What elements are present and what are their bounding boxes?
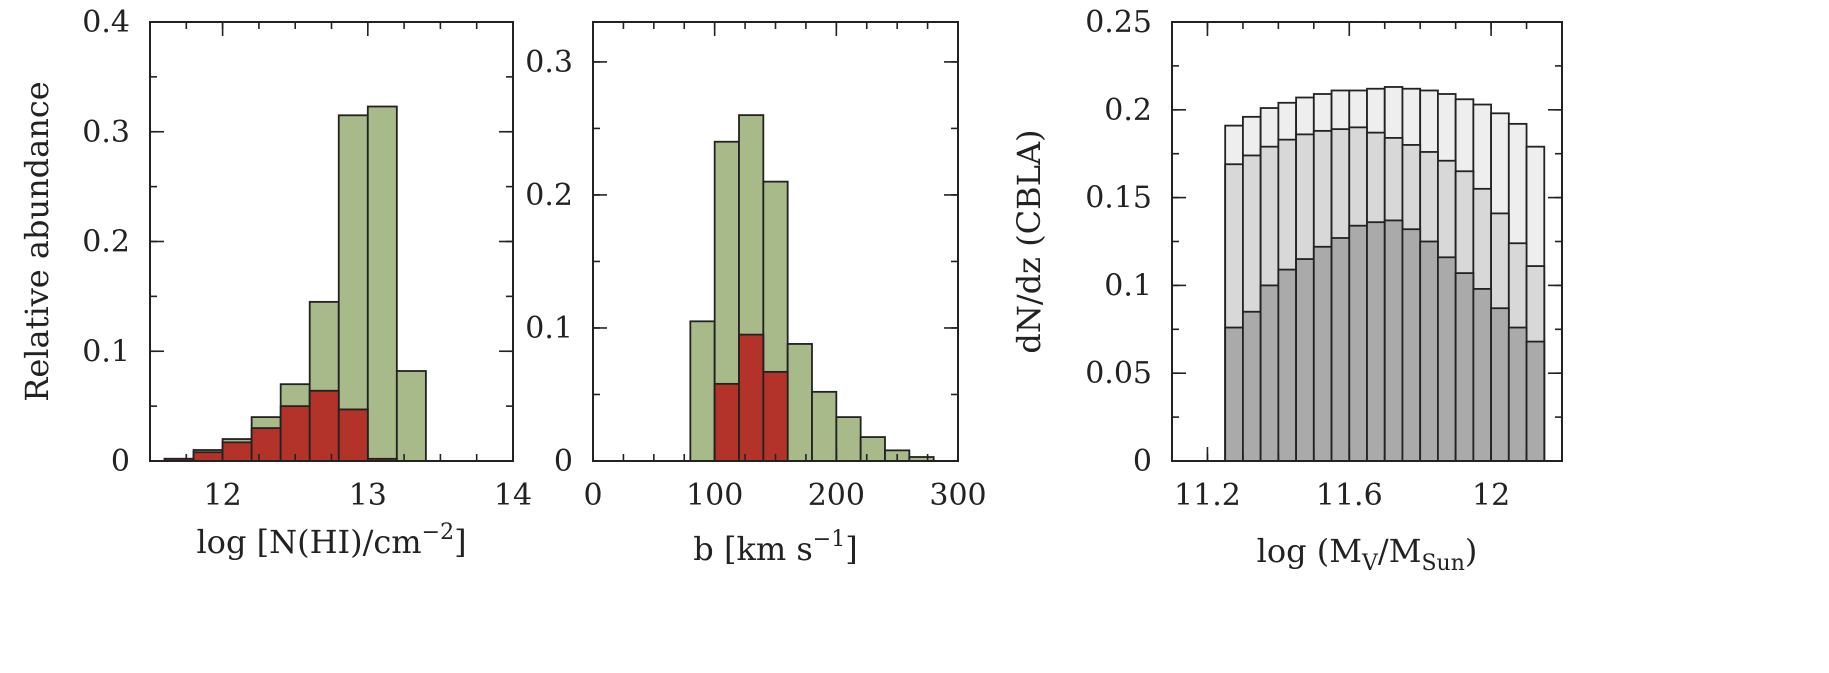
bar-s2-b13 — [1454, 272, 1475, 462]
x-tick-label: 11.2 — [1174, 478, 1241, 513]
y-tick-label: 0.2 — [525, 178, 573, 213]
bar-s2-b5 — [1312, 245, 1333, 462]
y-tick-label: 0.1 — [525, 311, 573, 346]
x-axis-label: log [N(HI)/cm−2] — [196, 520, 466, 561]
bar-s0-b0 — [689, 320, 716, 462]
bar-s0-b8 — [395, 370, 427, 462]
bar-s2-b14 — [1472, 288, 1492, 462]
bar-s2-b16 — [1507, 326, 1528, 462]
bar-s2-b9 — [1383, 219, 1404, 462]
x-tick-label: 14 — [494, 478, 532, 513]
bar-s2-b0 — [1224, 326, 1244, 462]
y-tick-label: 0.1 — [82, 334, 130, 369]
x-tick-label: 0 — [583, 478, 602, 513]
bar-s1-b1 — [192, 451, 224, 462]
y-tick-label: 0.2 — [82, 225, 130, 260]
y-tick-label: 0 — [554, 444, 573, 479]
x-tick-label: 11.6 — [1316, 478, 1383, 513]
bar-s1-b2 — [738, 333, 765, 462]
bar-s2-b12 — [1437, 256, 1457, 462]
x-axis-label: log (MV/MSun) — [1257, 532, 1478, 576]
y-tick-label: 0.15 — [1085, 181, 1152, 216]
bar-s1-b6 — [337, 408, 369, 462]
bar-s1-b3 — [250, 427, 282, 462]
bar-s0-b7 — [366, 105, 398, 462]
x-tick-label: 100 — [686, 478, 743, 513]
bar-s2-b10 — [1401, 228, 1422, 462]
y-tick-label: 0 — [111, 444, 130, 479]
bar-s2-b8 — [1366, 221, 1386, 462]
bar-s2-b11 — [1419, 240, 1439, 462]
bar-s2-b17 — [1525, 340, 1546, 462]
panel-column-density: 12 13 14 0 0.1 0.2 0.3 0.4 log [N(HI)/cm−2] Relat… — [18, 5, 532, 561]
panel-dndz-mass: 11.2 11.6 12 0 0.05 0.1 0.15 0.2 0.25 log (MV/MSu… — [1010, 5, 1563, 576]
bar-s2-b15 — [1490, 307, 1510, 462]
x-tick-label: 12 — [1472, 478, 1510, 513]
bar-s1-b3 — [762, 370, 789, 462]
x-tick-label: 12 — [204, 478, 242, 513]
bar-s1-b2 — [221, 441, 253, 462]
x-tick-label: 300 — [929, 478, 986, 513]
bar-s2-b7 — [1348, 224, 1368, 462]
bar-s0-b6 — [835, 416, 862, 462]
y-tick-label: 0.3 — [82, 115, 130, 150]
series-1 — [713, 333, 789, 462]
bar-s0-b4 — [786, 343, 813, 462]
y-tick-label: 0.2 — [1104, 93, 1152, 128]
y-tick-label: 0.25 — [1085, 5, 1152, 40]
bar-s2-b1 — [1242, 310, 1262, 462]
bar-s2-b4 — [1295, 258, 1315, 462]
bar-s1-b1 — [713, 382, 740, 462]
y-axis-label: Relative abundance — [18, 81, 56, 401]
bar-s1-b4 — [279, 405, 311, 462]
panel-doppler-b: 0 100 200 300 0 0.1 0.2 0.3 b [km s−1] — [525, 21, 987, 568]
y-tick-label: 0.4 — [82, 5, 130, 40]
bar-s2-b6 — [1330, 237, 1351, 462]
bar-s0-b5 — [811, 390, 838, 462]
x-axis-label: b [km s−1] — [693, 527, 857, 568]
y-axis-label: dN/dz (CBLA) — [1010, 129, 1048, 353]
bar-s2-b2 — [1259, 284, 1280, 462]
bar-s1-b5 — [308, 389, 340, 462]
y-tick-label: 0 — [1133, 444, 1152, 479]
bar-s2-b3 — [1277, 268, 1297, 462]
series-2 — [1224, 219, 1546, 462]
y-tick-label: 0.05 — [1085, 356, 1152, 391]
y-tick-label: 0.1 — [1104, 268, 1152, 303]
series-1 — [163, 389, 398, 462]
bar-s0-b7 — [859, 436, 886, 462]
x-tick-label: 200 — [808, 478, 865, 513]
y-tick-label: 0.3 — [525, 45, 573, 80]
x-tick-label: 13 — [349, 478, 387, 513]
